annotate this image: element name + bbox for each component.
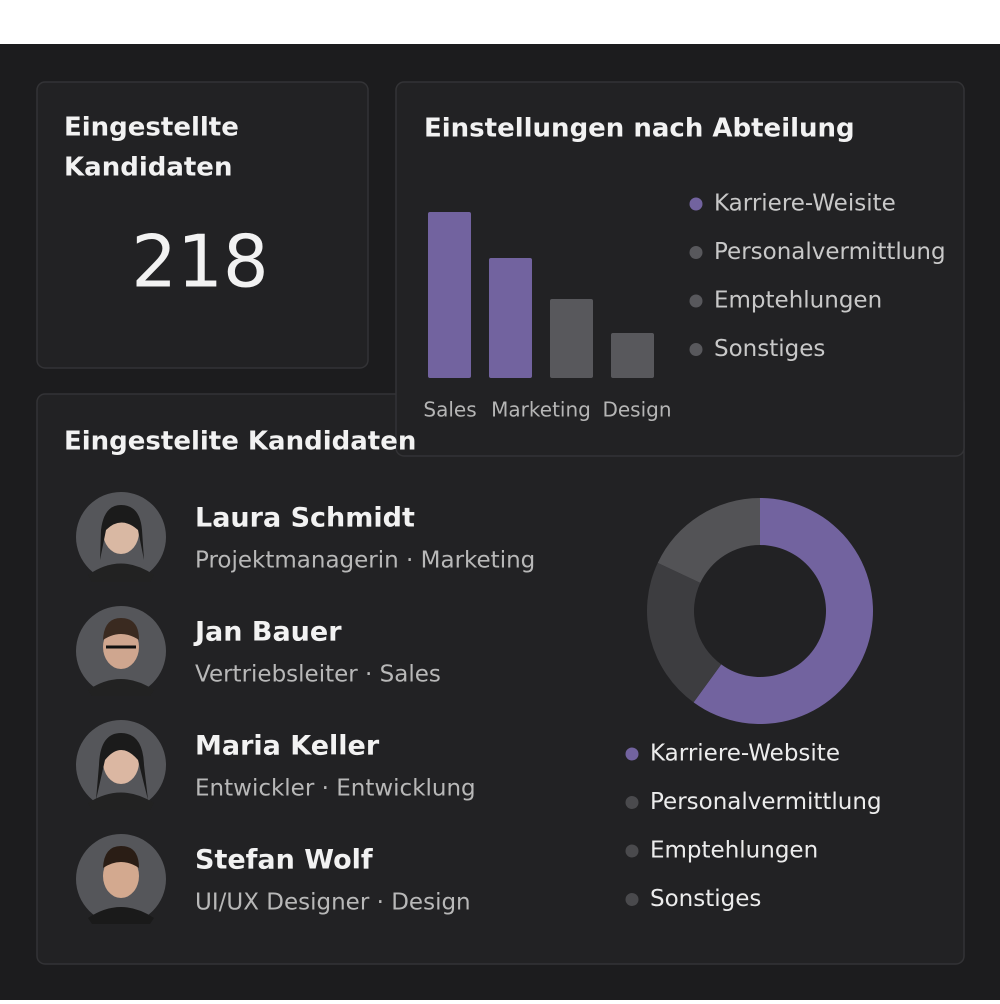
avatars — [76, 492, 166, 924]
bar — [489, 258, 532, 378]
x-tick-label: Marketing — [491, 398, 591, 422]
kpi-title: Eingestellte — [64, 113, 239, 143]
candidates-title: Eingestelite Kandidaten — [64, 427, 416, 457]
bar-title: Einstellungen nach Abteilung — [424, 114, 855, 144]
avatar — [76, 606, 166, 696]
candidate-name: Jan Bauer — [193, 617, 342, 648]
legend-label: Karriere-Weisite — [714, 191, 896, 217]
legend-dot — [689, 343, 703, 356]
legend-label: Sonstiges — [650, 886, 761, 912]
candidate-name: Maria Keller — [195, 731, 380, 762]
donut-segment — [647, 562, 722, 703]
legend-dot — [625, 796, 639, 809]
candidate-role: Vertriebsleiter · Sales — [195, 662, 441, 688]
bar — [611, 333, 654, 378]
legend-dot — [625, 844, 639, 858]
candidate-name: Laura Schmidt — [195, 503, 415, 534]
bar — [550, 299, 593, 378]
legend-label: Sonstiges — [714, 336, 825, 362]
candidate-name: Stefan Wolf — [195, 845, 373, 876]
candidate-role: Entwickler · Entwicklung — [195, 776, 476, 802]
kpi-value: 218 — [131, 220, 268, 304]
legend-label: Personalvermittlung — [714, 239, 946, 265]
candidate-role: UI/UX Designer · Design — [195, 890, 471, 916]
legend-dot — [689, 246, 703, 259]
donut-segment — [657, 498, 760, 583]
avatar — [76, 720, 166, 810]
bar — [428, 212, 471, 378]
donut-segment — [693, 498, 874, 725]
kpi-title: Kandidaten — [64, 153, 232, 183]
x-tick-label: Design — [602, 398, 671, 422]
x-tick-label: Sales — [423, 398, 476, 422]
avatar — [76, 834, 166, 924]
legend-dot — [625, 747, 639, 761]
bar-card — [395, 81, 965, 457]
legend-dot — [689, 294, 703, 308]
legend-label: Emptehlungen — [650, 838, 818, 864]
legend-label: Personalvermittlung — [650, 789, 882, 815]
legend-dot — [689, 197, 703, 211]
legend-label: Karriere-Website — [650, 741, 840, 767]
kpi-card — [36, 81, 369, 369]
avatar — [76, 492, 166, 582]
legend-label: Emptehlungen — [714, 288, 882, 314]
candidate-role: Projektmanagerin · Marketing — [195, 548, 535, 574]
legend-dot — [625, 893, 639, 906]
